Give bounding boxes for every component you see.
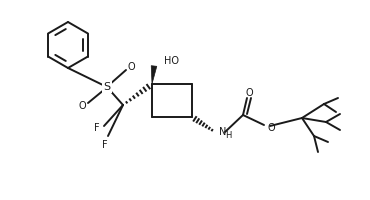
Polygon shape bbox=[151, 66, 157, 84]
Text: O: O bbox=[127, 62, 135, 72]
Text: H: H bbox=[225, 130, 231, 140]
Text: F: F bbox=[94, 123, 100, 133]
Text: N: N bbox=[219, 127, 226, 137]
Text: HO: HO bbox=[164, 56, 179, 66]
Text: F: F bbox=[102, 140, 108, 150]
Text: O: O bbox=[245, 88, 253, 98]
Text: O: O bbox=[78, 101, 86, 111]
Text: S: S bbox=[104, 82, 111, 92]
Text: O: O bbox=[268, 123, 276, 133]
